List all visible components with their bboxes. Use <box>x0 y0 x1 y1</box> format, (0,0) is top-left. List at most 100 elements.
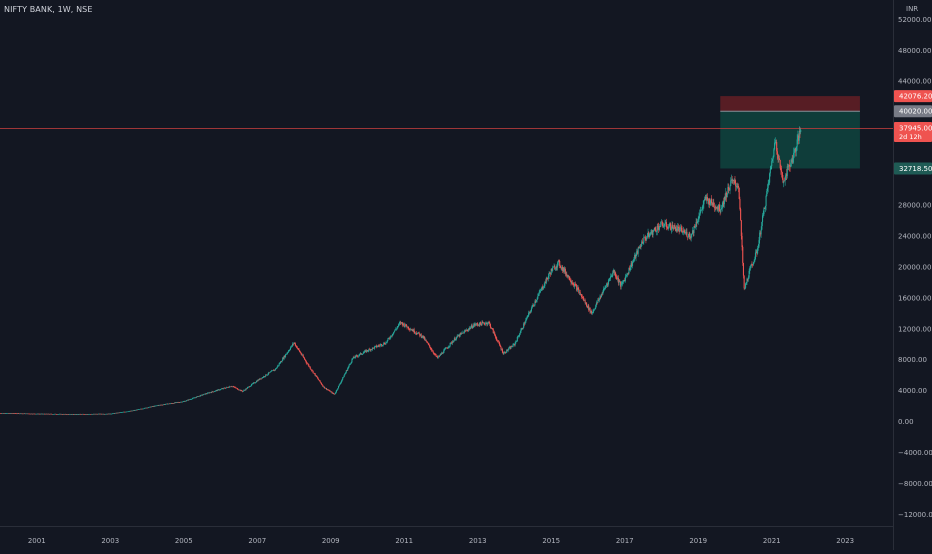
candle-body <box>101 413 104 415</box>
candle-body <box>323 386 325 388</box>
candle-body <box>726 193 728 198</box>
candle-body <box>799 130 801 133</box>
candle-body <box>408 328 410 330</box>
candle-body <box>648 233 651 238</box>
candle-body <box>200 394 202 396</box>
candle-body <box>674 225 676 227</box>
candle-body <box>268 372 270 374</box>
candle-body <box>657 226 659 227</box>
candle-body <box>528 312 530 317</box>
candle-body <box>154 405 157 407</box>
candle-body <box>697 219 699 222</box>
candle-body <box>524 322 526 325</box>
candle-body <box>517 336 519 338</box>
candle-body <box>366 350 368 353</box>
candle-body <box>437 356 439 358</box>
candle-body <box>482 322 484 324</box>
candle-body <box>325 388 328 390</box>
candle-body <box>211 391 213 393</box>
candle-body <box>252 383 254 384</box>
candle-body <box>490 327 492 329</box>
candle-body <box>571 282 573 284</box>
candle-body <box>152 406 154 407</box>
candle-body <box>513 344 516 346</box>
candle-body <box>647 232 649 237</box>
candle-body <box>446 347 448 349</box>
candle-body <box>410 329 412 331</box>
candle-body <box>275 368 277 369</box>
candle-body <box>309 366 311 369</box>
candle-body <box>649 233 651 235</box>
candle-body <box>595 302 598 306</box>
candle-body <box>15 413 17 415</box>
candle-body <box>357 355 359 357</box>
candle-body <box>773 149 775 157</box>
candle-body <box>588 307 590 311</box>
candle-body <box>221 388 223 390</box>
candle-body <box>260 378 263 380</box>
x-tick-label: 2017 <box>616 537 634 545</box>
candle-body <box>355 355 357 357</box>
candle-body <box>530 311 532 312</box>
candle-body <box>324 387 326 389</box>
candle-body <box>745 283 747 288</box>
candle-body <box>27 413 29 415</box>
candle-body <box>187 399 189 401</box>
candle-body <box>137 409 139 410</box>
candle-body <box>332 393 334 394</box>
stop-price-label-bg <box>894 90 932 103</box>
candle-body <box>282 358 284 361</box>
candle-body <box>287 352 289 354</box>
candle-body <box>624 276 626 281</box>
candle-body <box>602 291 604 295</box>
candle-body <box>705 196 707 201</box>
candle-body <box>130 410 132 412</box>
candle-body <box>439 354 441 356</box>
candle-body <box>240 390 242 391</box>
candle-body <box>670 223 672 230</box>
candle-body <box>752 264 754 266</box>
candle-body <box>257 379 259 382</box>
candle-body <box>107 413 109 415</box>
candle-body <box>471 325 473 328</box>
candle-body <box>68 414 70 415</box>
candle-body <box>788 164 790 167</box>
candle-body <box>234 387 236 388</box>
y-tick-label: 44000.00 <box>898 78 931 86</box>
candle-body <box>281 360 283 362</box>
candle-body <box>28 413 30 415</box>
candle-body <box>544 281 546 286</box>
candle-body <box>744 287 746 289</box>
candle-body <box>97 413 99 415</box>
candle-body <box>308 366 311 368</box>
candle-body <box>680 227 682 229</box>
candle-body <box>584 300 586 303</box>
candle-body <box>195 397 197 399</box>
candle-body <box>418 332 420 334</box>
candle-body <box>90 414 92 415</box>
candle-body <box>615 276 617 278</box>
candle-body <box>163 404 165 405</box>
candle-body <box>118 412 120 414</box>
candle-body <box>10 413 12 414</box>
candle-body <box>197 396 199 397</box>
candle-body <box>546 277 548 279</box>
candle-body <box>121 412 123 413</box>
symbol-title[interactable]: NIFTY BANK, 1W, NSE <box>4 5 93 14</box>
candle-body <box>335 392 337 394</box>
candle-body <box>764 206 766 209</box>
candle-body <box>205 393 207 395</box>
candle-body <box>179 402 181 403</box>
candle-body <box>685 231 687 233</box>
candle-body <box>103 414 105 415</box>
candle-body <box>424 337 426 341</box>
candle-body <box>388 338 390 339</box>
candle-body <box>87 414 89 415</box>
candle-body <box>41 413 43 415</box>
candle-body <box>5 413 7 414</box>
candle-body <box>11 413 13 414</box>
candle-body <box>29 413 31 415</box>
candle-body <box>347 368 349 371</box>
